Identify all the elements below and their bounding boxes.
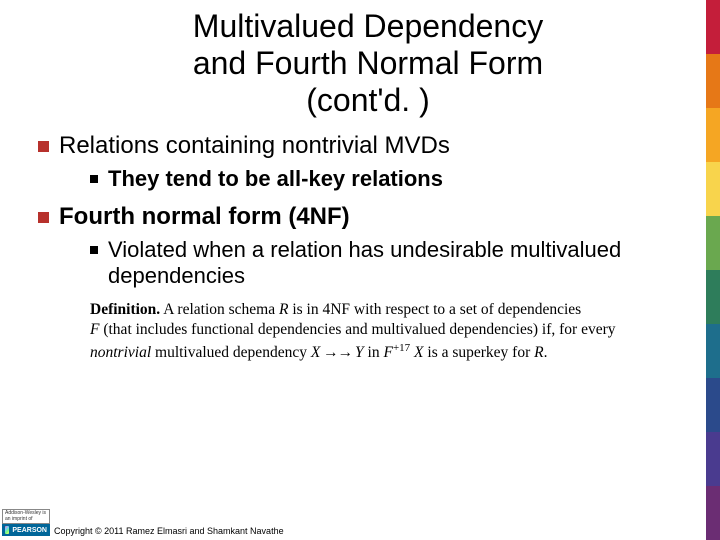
definition-var: F [383,345,392,362]
slide-content: Multivalued Dependency and Fourth Normal… [0,0,706,540]
pearson-icon [5,526,9,534]
bullet-text: Relations containing nontrivial MVDs [59,132,450,160]
publisher-logo: Addison-Wesley is an imprint of PEARSON [2,509,50,536]
definition-emph: nontrivial [90,345,151,362]
logo-brand-text: PEARSON [12,527,47,534]
definition-block: Definition. A relation schema R is in 4N… [90,300,646,365]
definition-var: X [311,345,320,362]
bullet-text: Fourth normal form (4NF) [59,203,350,231]
definition-text: in [364,345,384,362]
bullet-list: Relations containing nontrivial MVDs The… [0,122,706,364]
bullet-level2-item: They tend to be all-key relations [90,166,686,192]
definition-text: A relation schema [160,301,279,318]
bullet-square-icon [90,175,98,183]
definition-text: multivalued dependency [151,345,311,362]
title-line-2: and Fourth Normal Form [193,45,543,81]
title-line-3: (cont'd. ) [306,82,429,118]
bullet-level2-item: Violated when a relation has undesirable… [90,237,686,290]
bullet-text: They tend to be all-key relations [108,166,443,192]
bullet-square-icon [38,212,49,223]
bullet-level1-item: Fourth normal form (4NF) [38,203,686,231]
bullet-text: Violated when a relation has undesirable… [108,237,686,290]
bullet-square-icon [90,246,98,254]
superscript: +17 [393,342,410,354]
bullet-square-icon [38,141,49,152]
bullet-level1-item: Relations containing nontrivial MVDs [38,132,686,160]
definition-var: Y [355,345,364,362]
logo-brand: PEARSON [2,524,50,536]
definition-label: Definition. [90,301,160,318]
definition-text: is in 4NF with respect to a set of depen… [288,301,581,318]
mvd-arrow-icon: →→ [320,345,355,362]
definition-var: R [534,345,543,362]
slide-title: Multivalued Dependency and Fourth Normal… [0,0,706,122]
definition-var: X [414,345,423,362]
logo-imprint-text: Addison-Wesley is an imprint of [2,509,50,524]
definition-text: is a superkey for [424,345,535,362]
title-line-1: Multivalued Dependency [193,8,543,44]
copyright-text: Copyright © 2011 Ramez Elmasri and Shamk… [54,526,284,536]
definition-text: (that includes functional dependencies a… [99,321,615,338]
definition-text: . [544,345,548,362]
decorative-color-bar [706,0,720,540]
